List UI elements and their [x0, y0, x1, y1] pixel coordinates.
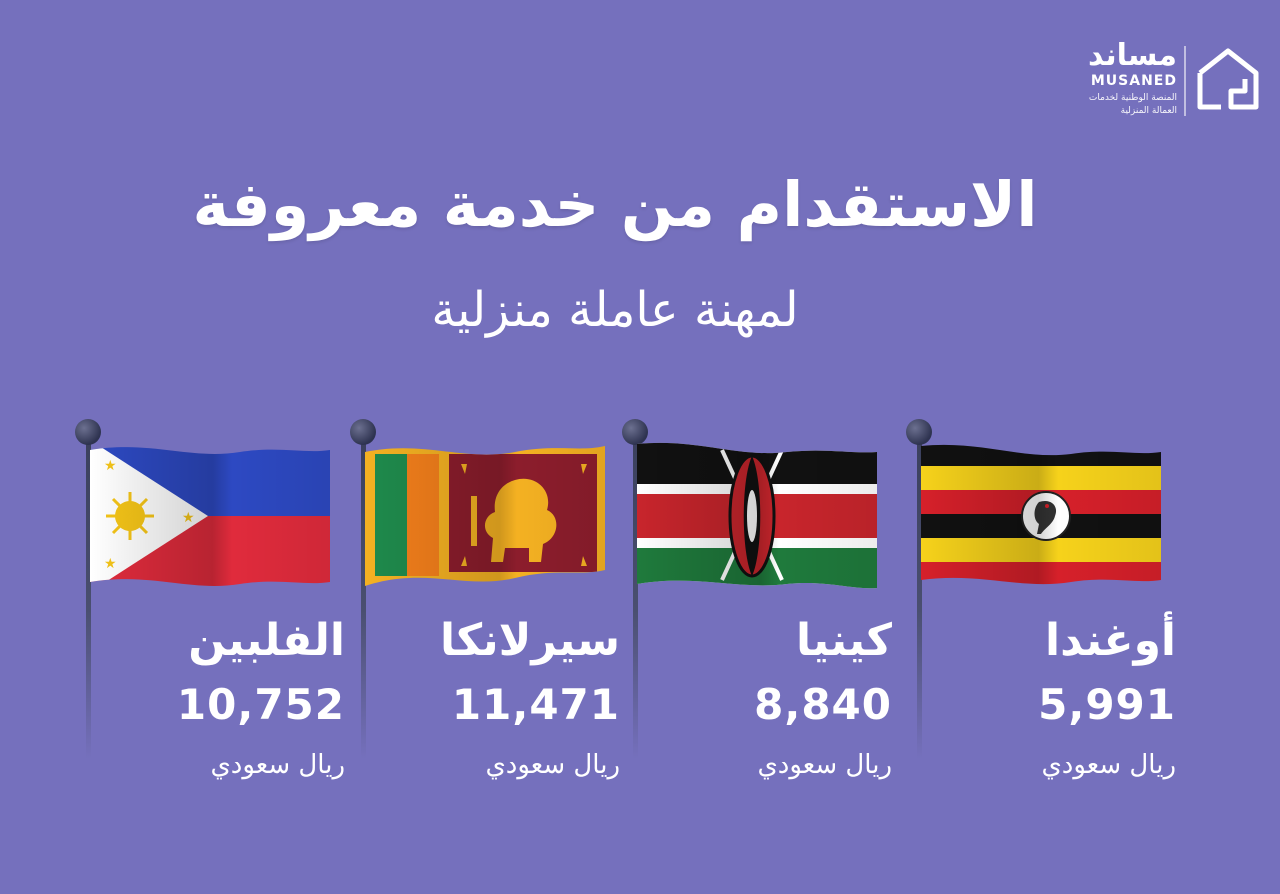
logo-tagline: المنصة الوطنية لخدمات العمالة المنزلية — [1057, 92, 1177, 118]
country-card-kenya: كينيا 8,840 ريال سعودي — [622, 415, 892, 795]
currency-label: ريال سعودي — [485, 750, 620, 780]
logo-english-text: MUSANED — [1090, 73, 1177, 89]
flag-pole-knob — [350, 419, 376, 445]
page-title: الاستقدام من خدمة معروفة — [192, 168, 1038, 241]
country-name: كينيا — [796, 615, 892, 666]
flag-pole — [917, 429, 922, 759]
currency-label: ريال سعودي — [757, 750, 892, 780]
flag-pole — [86, 429, 91, 759]
country-card-sri-lanka: سيرلانكا 11,471 ريال سعودي — [350, 415, 620, 795]
currency-label: ريال سعودي — [1041, 750, 1176, 780]
page-subtitle: لمهنة عاملة منزلية — [431, 282, 799, 338]
flag-pole — [633, 429, 638, 759]
flag-pole — [361, 429, 366, 759]
country-name: الفلبين — [188, 615, 345, 666]
logo-tagline-line1: المنصة الوطنية لخدمات — [1088, 93, 1177, 103]
logo-tagline-line2: العمالة المنزلية — [1120, 106, 1177, 116]
flag-pole-knob — [622, 419, 648, 445]
uganda-flag-icon — [921, 444, 1161, 585]
country-name: أوغندا — [1045, 615, 1176, 666]
price-value: 5,991 — [1038, 680, 1176, 729]
flag-pole-knob — [906, 419, 932, 445]
musaned-logo: مساند MUSANED المنصة الوطنية لخدمات العم… — [1057, 38, 1265, 122]
sri-lanka-flag-icon — [365, 446, 605, 586]
currency-label: ريال سعودي — [210, 750, 345, 780]
price-value: 10,752 — [176, 680, 345, 729]
philippines-flag-icon: ★ ★ ★ — [90, 447, 330, 586]
price-value: 11,471 — [451, 680, 620, 729]
country-name: سيرلانكا — [440, 615, 620, 666]
logo-separator — [1184, 46, 1186, 116]
house-icon — [1197, 48, 1259, 110]
price-value: 8,840 — [754, 680, 892, 729]
country-card-philippines: ★ ★ ★ الفلبين 10,752 ريال سعودي — [75, 415, 345, 795]
kenya-flag-icon — [637, 442, 877, 589]
logo-arabic-text: مساند — [1088, 38, 1177, 73]
flag-pole-knob — [75, 419, 101, 445]
country-card-uganda: أوغندا 5,991 ريال سعودي — [906, 415, 1176, 795]
